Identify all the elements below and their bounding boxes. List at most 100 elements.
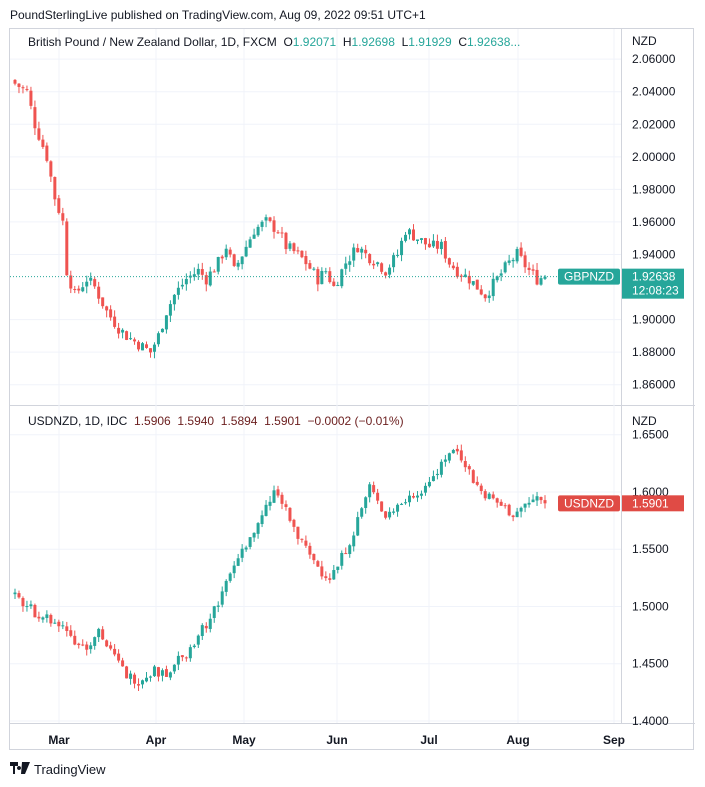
candle-body (141, 680, 145, 685)
candle-body (200, 625, 204, 636)
candle-body (300, 538, 304, 540)
x-tick-label: May (232, 733, 256, 747)
y-tick-label: 1.5500 (632, 542, 669, 556)
candle-body (212, 271, 216, 273)
candle-body (451, 265, 455, 269)
candle-body (89, 277, 93, 281)
candle-body (324, 271, 328, 273)
candle-body (200, 269, 204, 275)
candle-body (85, 644, 89, 650)
candle-body (320, 566, 324, 577)
candle-body (499, 501, 503, 506)
candle-body (97, 286, 101, 299)
candle-body (184, 657, 188, 659)
candle-body (17, 83, 21, 87)
y-tick-label: 2.06000 (632, 52, 676, 66)
candle-body (439, 241, 443, 250)
candle-body (216, 256, 220, 272)
candle-body (400, 503, 404, 505)
candle-body (443, 459, 447, 462)
candle-body (543, 276, 547, 279)
candle-body (244, 246, 248, 257)
candle-body (384, 272, 388, 276)
candle-body (499, 273, 503, 276)
candle-body (360, 508, 364, 517)
candle-body (145, 344, 148, 348)
candle-body (148, 676, 152, 678)
candle-body (204, 275, 208, 285)
candle-body (121, 329, 125, 333)
candle-body (268, 217, 272, 221)
candle-body (77, 643, 81, 646)
gbpnzd-legend[interactable]: British Pound / New Zealand Dollar, 1D, … (28, 35, 520, 49)
candle-body (164, 315, 168, 330)
candle-body (288, 243, 292, 249)
candle-body (491, 494, 495, 499)
candle-body (523, 503, 527, 508)
candle-body (53, 177, 57, 200)
candle-body (336, 285, 340, 287)
candle-body (21, 87, 25, 89)
candle-body (192, 274, 196, 277)
candle-body (248, 537, 252, 547)
candle-body (113, 648, 117, 655)
symbol-price-tag (558, 268, 620, 285)
candle-body (152, 344, 156, 352)
chart-canvas[interactable]: NZD NZD Mar Apr May Jun Jul Aug Sep 2.06000 2.04… (10, 29, 695, 751)
candle-body (113, 316, 117, 327)
candle-body (475, 279, 479, 290)
symbol-tag-label: USDNZD (564, 496, 614, 510)
y-tick-label: 1.90000 (632, 313, 676, 327)
candle-body (276, 489, 280, 496)
candle-body (129, 338, 133, 340)
candle-body (41, 139, 45, 147)
candle-body (423, 238, 427, 245)
candle-body (376, 492, 380, 501)
candle-body (392, 255, 396, 268)
y-tick-label: 1.96000 (632, 215, 676, 229)
candle-body (475, 481, 479, 485)
candle-body (364, 497, 368, 508)
y-tick-label: 1.5000 (632, 599, 669, 613)
candle-body (160, 328, 164, 333)
candle-body (344, 263, 348, 269)
axis-price-tag (622, 495, 684, 512)
candle-body (324, 576, 328, 579)
candle-body (13, 592, 17, 595)
candle-body (292, 519, 296, 527)
open-value: 1.92071 (292, 35, 337, 49)
candle-body (129, 673, 133, 679)
candle-body (69, 630, 73, 636)
candle-body (236, 262, 240, 267)
tradingview-logo-icon (10, 762, 30, 777)
candle-body (284, 504, 288, 508)
usdnzd-legend[interactable]: USDNZD, 1D, IDC 1.5906 1.5940 1.5894 1.5… (28, 414, 404, 428)
candle-body (137, 684, 141, 686)
candle-body (45, 614, 49, 618)
candle-body (97, 628, 101, 638)
candle-body (415, 239, 419, 241)
candle-body (304, 540, 308, 546)
candle-body (248, 239, 252, 248)
candle-body (121, 660, 125, 667)
x-tick-label: Apr (146, 733, 167, 747)
candle-body (320, 270, 324, 285)
candle-body (117, 653, 121, 661)
candle-body (455, 266, 459, 277)
candle-body (69, 275, 73, 289)
candle-body (37, 616, 41, 619)
symbol-price-tag (558, 495, 620, 512)
candle-body (125, 666, 129, 679)
candle-body (180, 655, 184, 658)
tradingview-footer[interactable]: TradingView (10, 762, 106, 777)
candle-body (491, 278, 495, 297)
candle-body (376, 262, 380, 265)
close-key: C (458, 35, 467, 49)
candle-body (101, 629, 105, 640)
candle-body (435, 240, 439, 249)
candle-body (37, 128, 41, 140)
candle-body (392, 511, 396, 513)
candle-body (196, 268, 200, 275)
candle-body (459, 450, 463, 461)
candle-body (117, 327, 121, 334)
